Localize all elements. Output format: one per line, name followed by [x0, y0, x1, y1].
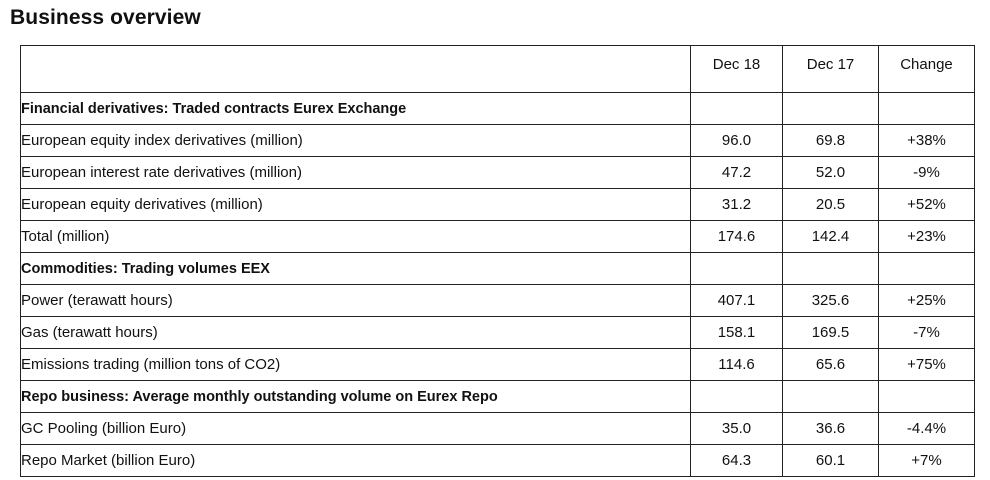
cell-dec17: 20.5	[782, 188, 879, 221]
cell-dec18: 47.2	[690, 156, 783, 189]
cell-dec17: 69.8	[782, 124, 879, 157]
cell-dec17: 169.5	[782, 316, 879, 349]
cell-dec18: 31.2	[690, 188, 783, 221]
business-overview-table: Dec 18 Dec 17 Change Financial derivativ…	[20, 45, 975, 477]
cell-change: +52%	[878, 188, 975, 221]
table-row: GC Pooling (billion Euro) 35.0 36.6 -4.4…	[20, 412, 975, 445]
header-cell-change: Change	[878, 45, 975, 93]
row-label: Power (terawatt hours)	[20, 284, 691, 317]
cell-dec17: 52.0	[782, 156, 879, 189]
cell-dec18: 96.0	[690, 124, 783, 157]
row-label: European interest rate derivatives (mill…	[20, 156, 691, 189]
cell-dec18: 407.1	[690, 284, 783, 317]
section-title: Repo business: Average monthly outstandi…	[20, 380, 691, 413]
cell-change: +38%	[878, 124, 975, 157]
row-label: European equity index derivatives (milli…	[20, 124, 691, 157]
row-label: Emissions trading (million tons of CO2)	[20, 348, 691, 381]
cell-change: -9%	[878, 156, 975, 189]
header-cell-dec17: Dec 17	[782, 45, 879, 93]
cell-dec18: 35.0	[690, 412, 783, 445]
cell-dec18: 174.6	[690, 220, 783, 253]
table-row: European interest rate derivatives (mill…	[20, 156, 975, 189]
cell-dec17: 36.6	[782, 412, 879, 445]
cell-dec18: 114.6	[690, 348, 783, 381]
page-title: Business overview	[10, 6, 201, 29]
cell-change: -7%	[878, 316, 975, 349]
header-cell-dec18: Dec 18	[690, 45, 783, 93]
section-row: Repo business: Average monthly outstandi…	[20, 380, 975, 413]
section-row: Financial derivatives: Traded contracts …	[20, 92, 975, 125]
cell-dec18: 64.3	[690, 444, 783, 477]
section-row: Commodities: Trading volumes EEX	[20, 252, 975, 285]
cell-change: +75%	[878, 348, 975, 381]
cell-change: +25%	[878, 284, 975, 317]
header-cell-label	[20, 45, 691, 93]
table-header-row: Dec 18 Dec 17 Change	[20, 45, 975, 93]
cell-change: -4.4%	[878, 412, 975, 445]
cell-dec17: 142.4	[782, 220, 879, 253]
cell-change: +7%	[878, 444, 975, 477]
section-title: Commodities: Trading volumes EEX	[20, 252, 691, 285]
row-label: Total (million)	[20, 220, 691, 253]
table-row: Total (million) 174.6 142.4 +23%	[20, 220, 975, 253]
table-row: Repo Market (billion Euro) 64.3 60.1 +7%	[20, 444, 975, 477]
table-row: Power (terawatt hours) 407.1 325.6 +25%	[20, 284, 975, 317]
table-row: European equity index derivatives (milli…	[20, 124, 975, 157]
row-label: Repo Market (billion Euro)	[20, 444, 691, 477]
cell-change: +23%	[878, 220, 975, 253]
table-row: Gas (terawatt hours) 158.1 169.5 -7%	[20, 316, 975, 349]
cell-dec17: 325.6	[782, 284, 879, 317]
row-label: GC Pooling (billion Euro)	[20, 412, 691, 445]
cell-dec17: 60.1	[782, 444, 879, 477]
row-label: European equity derivatives (million)	[20, 188, 691, 221]
cell-dec17: 65.6	[782, 348, 879, 381]
table-row: European equity derivatives (million) 31…	[20, 188, 975, 221]
table-row: Emissions trading (million tons of CO2) …	[20, 348, 975, 381]
row-label: Gas (terawatt hours)	[20, 316, 691, 349]
section-title: Financial derivatives: Traded contracts …	[20, 92, 691, 125]
cell-dec18: 158.1	[690, 316, 783, 349]
